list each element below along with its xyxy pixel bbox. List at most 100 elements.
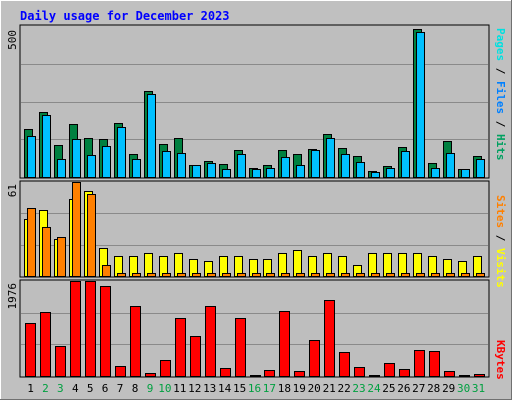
x-label-day-21: 21	[323, 382, 336, 395]
bar-sites-day-11	[177, 273, 186, 277]
kbytes-right-label: KBytes	[494, 340, 507, 380]
bar-files-day-21	[326, 138, 335, 178]
bar-files-day-5	[87, 155, 96, 178]
bar-files-day-15	[237, 154, 246, 178]
bar-files-day-7	[117, 127, 126, 178]
bar-files-day-31	[476, 159, 485, 178]
bar-sites-day-26	[401, 273, 410, 277]
bar-kbytes-day-6	[100, 286, 111, 377]
x-label-day-6: 6	[102, 382, 109, 395]
bar-files-day-27	[416, 32, 425, 178]
bar-sites-day-18	[281, 273, 290, 277]
bar-sites-day-1	[27, 208, 36, 277]
x-label-day-24: 24	[367, 382, 381, 395]
bar-kbytes-day-5	[85, 281, 96, 377]
x-label-day-30: 30	[457, 382, 470, 395]
bar-kbytes-day-27	[414, 350, 425, 377]
x-label-day-20: 20	[308, 382, 321, 395]
bar-kbytes-day-29	[444, 371, 455, 377]
bar-files-day-25	[386, 168, 395, 178]
bar-files-day-11	[177, 153, 186, 178]
x-label-day-10: 10	[158, 382, 171, 395]
bar-sites-day-15	[237, 273, 246, 277]
pages-files-sep: /	[494, 61, 507, 81]
files-label: Files	[494, 81, 507, 114]
bar-kbytes-day-10	[160, 360, 171, 377]
bar-kbytes-day-8	[130, 306, 141, 377]
bar-kbytes-day-16	[250, 375, 261, 377]
x-label-day-31: 31	[472, 382, 485, 395]
bar-kbytes-day-15	[235, 318, 246, 377]
bar-files-day-22	[341, 154, 350, 178]
bar-kbytes-day-7	[115, 366, 126, 377]
bar-files-day-29	[446, 153, 455, 178]
bar-kbytes-day-30	[459, 375, 470, 377]
bar-sites-day-4	[72, 182, 81, 277]
x-label-day-8: 8	[132, 382, 139, 395]
x-label-day-26: 26	[397, 382, 410, 395]
bar-files-day-14	[222, 169, 231, 178]
bar-kbytes-day-25	[384, 363, 395, 377]
bar-files-day-2	[42, 115, 51, 178]
bar-sites-day-7	[117, 273, 126, 277]
panel-kbytes-bg	[19, 279, 490, 378]
bar-files-day-23	[356, 162, 365, 178]
bar-files-day-12	[192, 165, 201, 178]
bar-sites-day-28	[431, 273, 440, 277]
x-label-day-27: 27	[412, 382, 425, 395]
bar-sites-day-12	[192, 273, 201, 277]
x-label-day-19: 19	[293, 382, 306, 395]
bar-sites-day-10	[162, 273, 171, 277]
bar-kbytes-day-13	[205, 306, 216, 377]
bar-kbytes-day-4	[70, 281, 81, 377]
x-axis-labels: 1 2 3 4 5 6 7 8 9 10 11 12 13 14 15 16 17 18 19 20 21 22 23 24 2…	[27, 382, 485, 395]
bar-kbytes-day-23	[354, 367, 365, 377]
x-label-day-22: 22	[337, 382, 350, 395]
bar-kbytes-day-26	[399, 369, 410, 377]
bar-kbytes-day-3	[55, 346, 66, 377]
bar-files-day-8	[132, 159, 141, 178]
x-label-day-14: 14	[218, 382, 232, 395]
bar-sites-day-13	[207, 273, 216, 277]
hits-y-tick: 500	[6, 30, 19, 50]
files-hits-sep: /	[494, 114, 507, 134]
hits-label: Hits	[494, 134, 507, 161]
bar-sites-day-21	[326, 273, 335, 277]
x-label-day-4: 4	[72, 382, 79, 395]
x-label-day-9: 9	[147, 382, 154, 395]
bar-sites-day-30	[461, 273, 470, 277]
bar-kbytes-day-28	[429, 351, 440, 377]
x-label-day-11: 11	[173, 382, 186, 395]
panel-kbytes: 1976 KBytes	[6, 279, 507, 380]
x-label-day-13: 13	[203, 382, 216, 395]
bar-files-day-18	[281, 157, 290, 178]
x-label-day-17: 17	[263, 382, 276, 395]
bar-sites-day-19	[296, 273, 305, 277]
x-label-day-7: 7	[117, 382, 124, 395]
bar-sites-day-31	[476, 273, 485, 277]
bar-sites-day-8	[132, 273, 141, 277]
bar-kbytes-day-18	[279, 311, 290, 377]
x-label-day-1: 1	[27, 382, 34, 395]
bar-files-day-24	[371, 172, 380, 178]
bar-kbytes-day-21	[324, 300, 335, 377]
bar-sites-day-25	[386, 273, 395, 277]
bar-sites-day-23	[356, 273, 365, 277]
bar-kbytes-day-19	[294, 371, 305, 377]
bar-kbytes-day-22	[339, 352, 350, 377]
visits-label: Visits	[494, 248, 507, 288]
bar-files-day-30	[461, 169, 470, 178]
x-label-day-23: 23	[352, 382, 365, 395]
sites-y-tick: 61	[6, 184, 19, 197]
x-label-day-15: 15	[233, 382, 246, 395]
bar-files-day-13	[207, 163, 216, 178]
bar-sites-day-20	[311, 273, 320, 277]
bar-kbytes-day-9	[145, 373, 156, 377]
bar-kbytes-day-31	[474, 374, 485, 377]
bar-files-day-9	[147, 94, 156, 178]
bar-files-day-26	[401, 151, 410, 178]
bar-files-day-28	[431, 168, 440, 178]
panel-hits-bg	[19, 24, 490, 179]
bar-sites-day-6	[102, 265, 111, 277]
